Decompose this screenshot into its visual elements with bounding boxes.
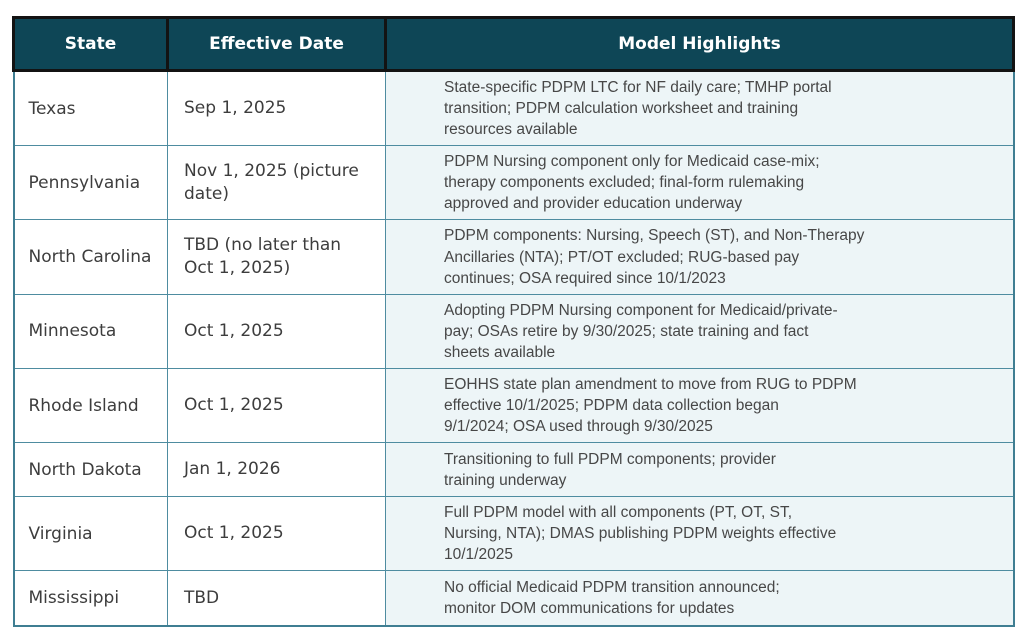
state-cell: Texas xyxy=(13,69,168,147)
effective-date-cell: Jan 1, 2026 xyxy=(167,442,386,498)
state-cell: North Carolina xyxy=(13,219,168,295)
table-row-virginia: Virginia Oct 1, 2025 Full PDPM model wit… xyxy=(13,496,1014,572)
model-highlights-cell: EOHHS state plan amendment to move from … xyxy=(385,367,1014,444)
state-cell: Minnesota xyxy=(13,293,168,369)
model-highlights-cell: PDPM components: Nursing, Speech (ST), a… xyxy=(385,219,1014,295)
model-highlights-cell: State-specific PDPM LTC for NF daily car… xyxy=(385,69,1014,147)
model-highlights-cell: PDPM Nursing component only for Medicaid… xyxy=(385,145,1014,221)
table-header: State Effective Date Model Highlights xyxy=(12,16,1015,72)
table-row-texas: Texas Sep 1, 2025 State-specific PDPM LT… xyxy=(13,69,1014,147)
table-row-north-carolina: North Carolina TBD (no later than Oct 1,… xyxy=(13,219,1014,295)
effective-date-cell: Oct 1, 2025 xyxy=(167,496,386,572)
state-cell: Virginia xyxy=(13,496,168,572)
effective-date-cell: TBD (no later than Oct 1, 2025) xyxy=(167,219,386,295)
column-header-effective-date: Effective Date xyxy=(166,16,387,72)
table-row-mississippi: Mississippi TBD No official Medicaid PDP… xyxy=(13,570,1014,627)
model-highlights-cell: No official Medicaid PDPM transition ann… xyxy=(385,570,1014,627)
table-row-minnesota: Minnesota Oct 1, 2025 Adopting PDPM Nurs… xyxy=(13,293,1014,369)
column-header-model-highlights: Model Highlights xyxy=(384,16,1015,72)
model-highlights-cell: Transitioning to full PDPM components; p… xyxy=(385,442,1014,498)
model-highlights-cell: Adopting PDPM Nursing component for Medi… xyxy=(385,293,1014,369)
table-body: Texas Sep 1, 2025 State-specific PDPM LT… xyxy=(13,69,1014,627)
table-row-rhode-island: Rhode Island Oct 1, 2025 EOHHS state pla… xyxy=(13,367,1014,444)
state-cell: Pennsylvania xyxy=(13,145,168,221)
state-cell: Mississippi xyxy=(13,570,168,627)
model-highlights-cell: Full PDPM model with all components (PT,… xyxy=(385,496,1014,572)
table-row-pennsylvania: Pennsylvania Nov 1, 2025 (picture date) … xyxy=(13,145,1014,221)
column-header-state: State xyxy=(12,16,169,72)
header-row: State Effective Date Model Highlights xyxy=(12,16,1015,72)
effective-date-cell: Nov 1, 2025 (picture date) xyxy=(167,145,386,221)
state-cell: Rhode Island xyxy=(13,367,168,444)
effective-date-cell: Oct 1, 2025 xyxy=(167,367,386,444)
effective-date-cell: TBD xyxy=(167,570,386,627)
effective-date-cell: Sep 1, 2025 xyxy=(167,69,386,147)
pdpm-state-table: State Effective Date Model Highlights Te… xyxy=(12,16,1015,627)
page: { "table": { "columns": [ { "label": "St… xyxy=(12,16,1015,627)
table-row-north-dakota: North Dakota Jan 1, 2026 Transitioning t… xyxy=(13,442,1014,498)
effective-date-cell: Oct 1, 2025 xyxy=(167,293,386,369)
state-cell: North Dakota xyxy=(13,442,168,498)
